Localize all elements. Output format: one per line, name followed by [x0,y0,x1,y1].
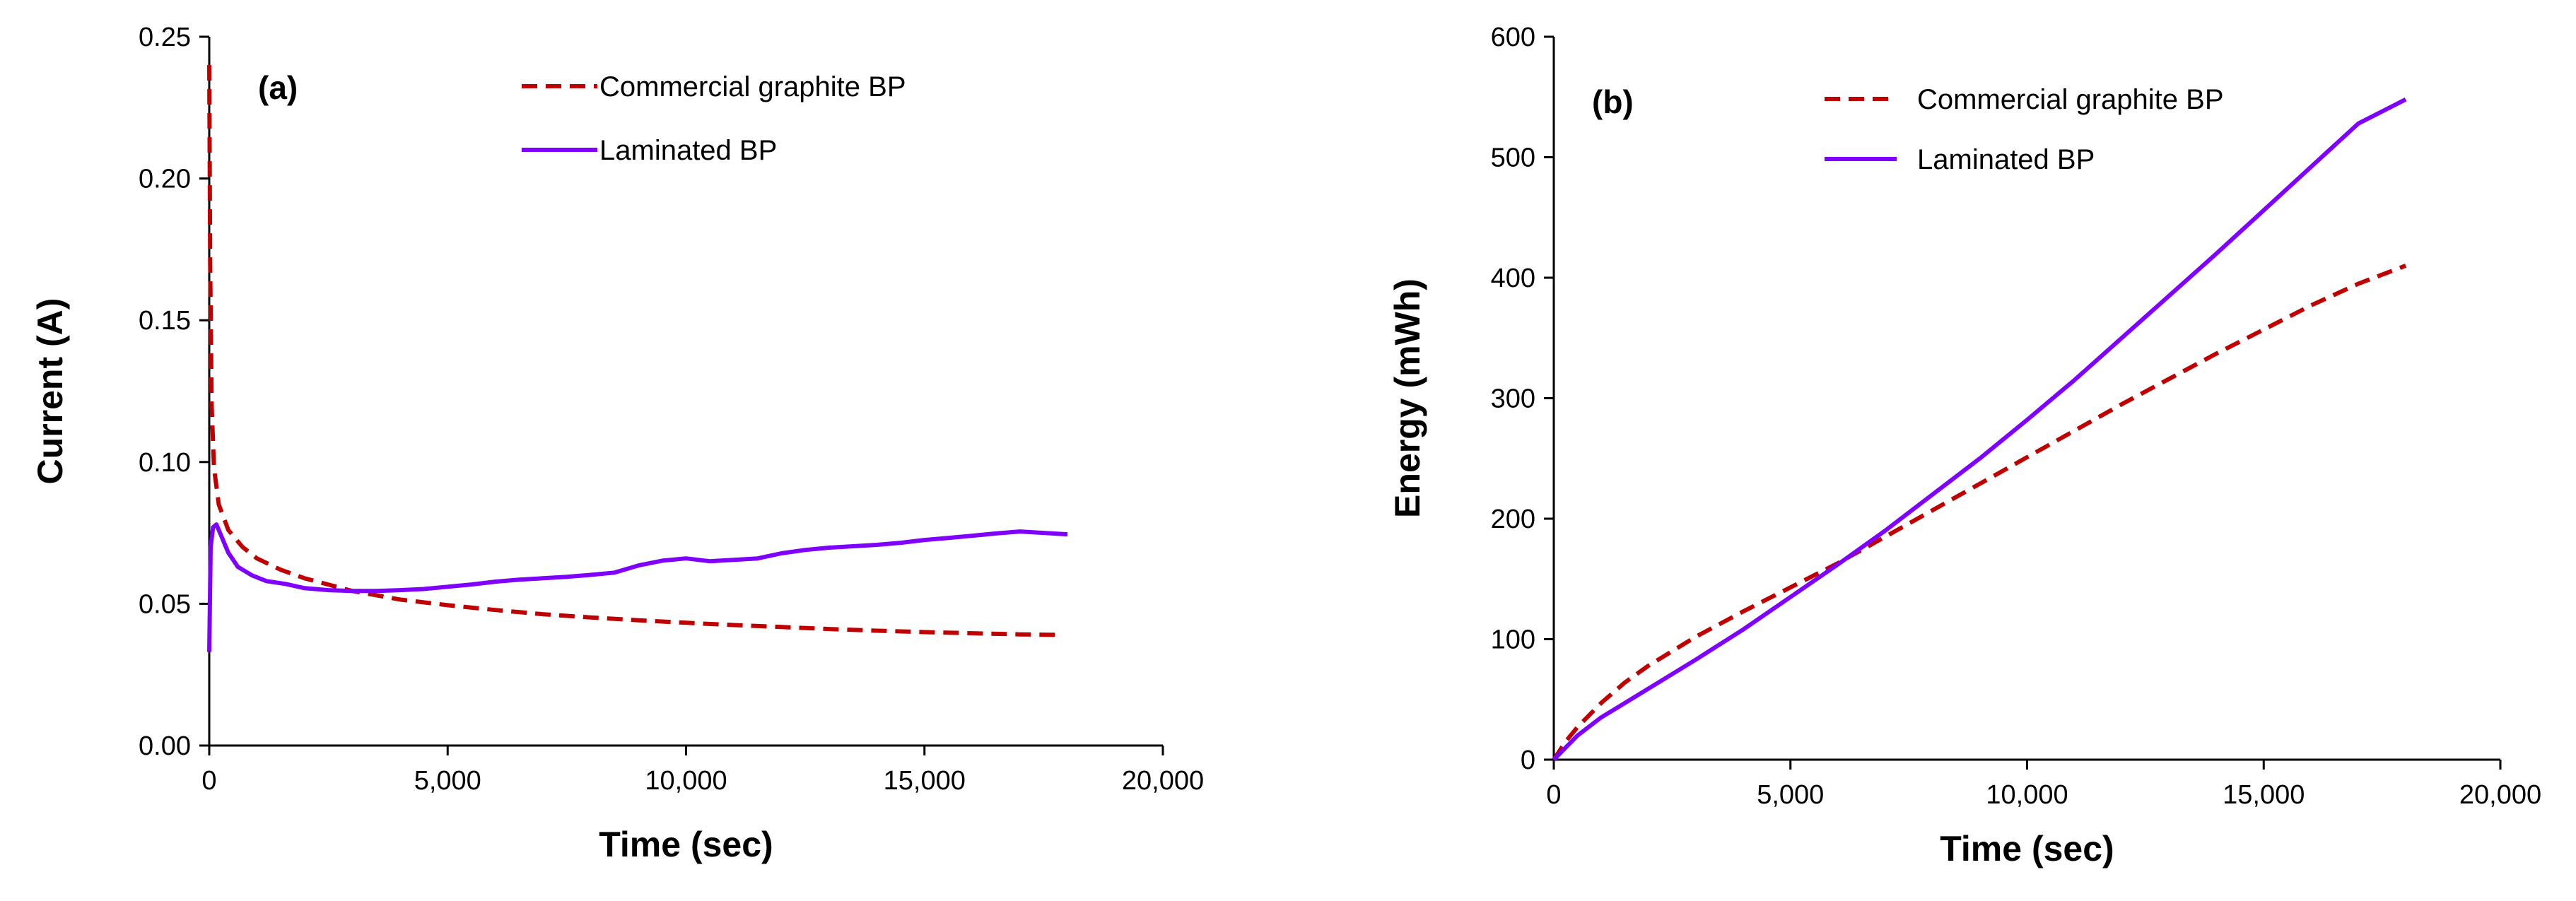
x-tick-label: 5,000 [414,766,481,796]
x-tick-label: 15,000 [884,766,966,796]
y-tick-label: 200 [1491,505,1535,534]
series-line-laminated-bp [1552,98,2407,762]
y-axis-title: Current (A) [30,298,70,485]
y-axis-title: Energy (mWh) [1388,278,1427,518]
y-tick-label: 500 [1491,143,1535,173]
legend-label: Laminated BP [1917,144,2095,175]
legend-label: Laminated BP [599,135,777,166]
x-tick-label: 5,000 [1757,780,1824,810]
y-tick-label: 0.10 [139,448,191,478]
series-line-laminated-bp [207,522,1068,652]
y-tick-label: 0.00 [139,731,191,761]
y-tick-label: 300 [1491,384,1535,414]
x-tick-label: 0 [1546,780,1561,810]
x-tick-label: 20,000 [1122,766,1204,796]
y-tick-label: 400 [1491,264,1535,293]
legend-label: Commercial graphite BP [1917,84,2224,115]
series-line-commercial-graphite-bp [1552,264,2407,761]
legend-label: Commercial graphite BP [599,71,906,102]
y-tick-label: 0 [1521,746,1535,775]
x-tick-label: 10,000 [1986,780,2068,810]
x-tick-label: 10,000 [645,766,727,796]
panel-label: (b) [1592,83,1634,120]
y-tick-label: 600 [1491,23,1535,52]
x-axis-title: Time (sec) [599,825,773,864]
y-tick-label: 0.20 [139,165,191,194]
x-tick-label: 0 [201,766,216,796]
y-tick-label: 100 [1491,625,1535,655]
chart-b: 0 100 200 300 400 500 600 0 5,000 10,000 15,000 20,… [1388,23,2541,868]
y-tick-label: 0.25 [139,23,191,52]
x-tick-label: 20,000 [2459,780,2541,810]
y-tick-label: 0.05 [139,589,191,619]
chart-a: 0.00 0.05 0.10 0.15 0.20 0.25 0 5,000 10,000 15,0… [30,23,1204,864]
y-tick-label: 0.15 [139,306,191,336]
x-tick-label: 15,000 [2223,780,2305,810]
x-axis-title: Time (sec) [1940,829,2114,868]
series-line-commercial-graphite-bp [207,65,1063,637]
panel-label: (a) [258,69,298,106]
